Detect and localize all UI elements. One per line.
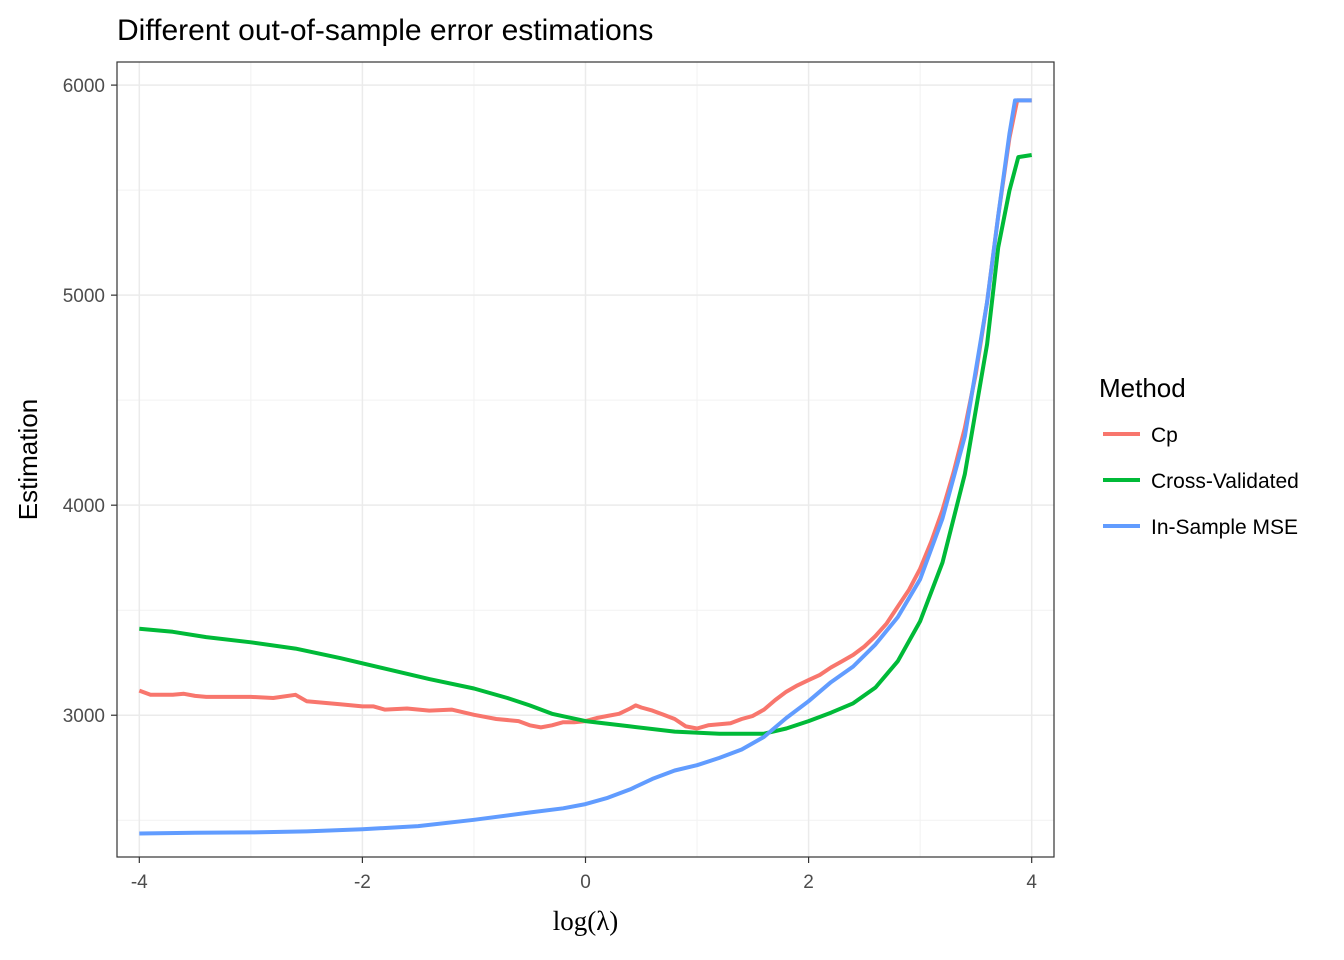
legend-title: Method (1099, 373, 1186, 403)
y-tick-label: 6000 (63, 76, 105, 97)
chart-title: Different out-of-sample error estimation… (117, 14, 653, 47)
y-axis-title: Estimation (13, 399, 43, 520)
series-line-0 (138, 98, 1032, 731)
axis-ticks: -4 -2 0 2 4 3000 4000 5000 6000 (63, 76, 1038, 893)
series-lines (138, 98, 1033, 836)
grid-lines (117, 62, 1054, 857)
y-tick-label: 5000 (63, 286, 105, 307)
x-tick-label: -4 (131, 872, 148, 893)
legend-label-1: Cross-Validated (1151, 470, 1299, 493)
series-line-1 (139, 153, 1033, 736)
x-tick-label: 0 (580, 872, 591, 893)
legend-label-2: In-Sample MSE (1151, 516, 1298, 539)
x-axis-title: log(λ) (553, 906, 619, 936)
y-tick-label: 3000 (63, 706, 105, 727)
x-tick-label: -2 (354, 872, 371, 893)
series-line-2 (139, 98, 1032, 836)
y-tick-label: 4000 (63, 496, 105, 517)
x-tick-label: 4 (1026, 872, 1037, 893)
legend: Method Cp Cross-Validated In-Sample MSE (1099, 373, 1299, 539)
x-tick-label: 2 (803, 872, 814, 893)
legend-label-0: Cp (1151, 424, 1178, 447)
